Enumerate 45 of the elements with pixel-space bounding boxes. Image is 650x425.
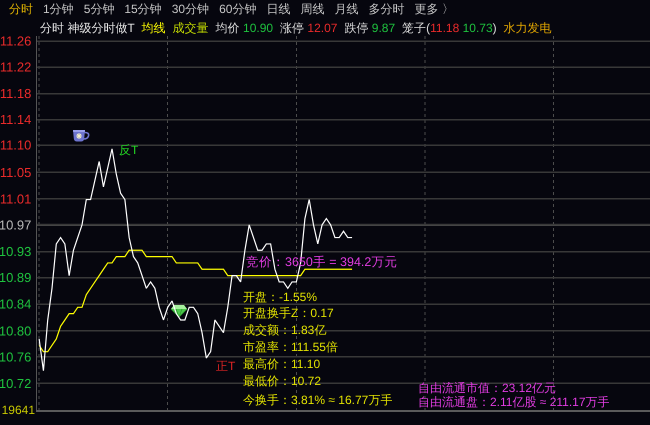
text: 5分钟 <box>84 2 114 16</box>
text: 跌停 9.87 <box>344 21 396 35</box>
y-tick-label: 11.01 <box>0 191 32 206</box>
y-tick-label: 11.10 <box>0 138 32 153</box>
annotation: 自由流通市值：23.12亿元 <box>418 381 556 395</box>
text: 15分钟 <box>124 2 162 16</box>
text: 30分钟 <box>172 2 210 16</box>
y-tick-label: 10.80 <box>0 323 32 338</box>
text: 19641 <box>2 403 35 417</box>
annotation: 开盘换手Z：0.17 <box>243 306 334 320</box>
text: 水力发电 <box>504 21 552 35</box>
y-tick-label: 10.97 <box>0 217 32 232</box>
text: 涨停 12.07 <box>280 21 338 35</box>
text: 均线 <box>142 21 166 35</box>
text: 分时 <box>9 2 33 16</box>
annotation: 自由流通盘：2.11亿股 ≈ 211.17万手 <box>418 395 610 409</box>
text: 多分时 <box>368 2 404 16</box>
text: 60分钟 <box>219 2 256 16</box>
text: 更多 〉 <box>414 2 454 16</box>
text: 月线 <box>334 2 358 16</box>
annotation: 今换手：3.81% ≈ 16.77万手 <box>243 393 392 407</box>
annotation: 反T <box>119 143 138 157</box>
y-tick-label: 10.72 <box>0 376 32 391</box>
annotation: 开盘：-1.55% <box>243 290 318 304</box>
text: 日线 <box>266 2 290 16</box>
text: 均价 10.90 <box>216 21 274 35</box>
text: 1分钟 <box>43 2 74 16</box>
text: 笼子(11.18 10.73) <box>402 21 497 35</box>
text: 周线 <box>300 2 324 16</box>
annotation: 最高价：11.10 <box>243 357 320 371</box>
y-tick-label: 11.14 <box>0 112 32 128</box>
annotation: 成交额：1.83亿 <box>243 323 326 337</box>
y-tick-label: 11.05 <box>0 164 32 180</box>
y-tick-label: 11.22 <box>0 60 32 75</box>
chart-title: 分时 神级分时做T <box>40 21 135 35</box>
text: 成交量 <box>172 21 209 35</box>
y-tick-label: 10.89 <box>0 270 32 286</box>
annotation: 市盈率：111.55倍 <box>243 340 338 354</box>
annotation: 最低价：10.72 <box>243 374 322 388</box>
y-tick-label: 11.18 <box>0 86 32 102</box>
y-tick-label: 10.84 <box>0 296 32 312</box>
y-tick-label: 10.93 <box>0 244 32 260</box>
annotation: 正T <box>216 359 236 373</box>
y-tick-label: 11.26 <box>0 34 32 49</box>
y-tick-label: 10.76 <box>0 349 32 364</box>
